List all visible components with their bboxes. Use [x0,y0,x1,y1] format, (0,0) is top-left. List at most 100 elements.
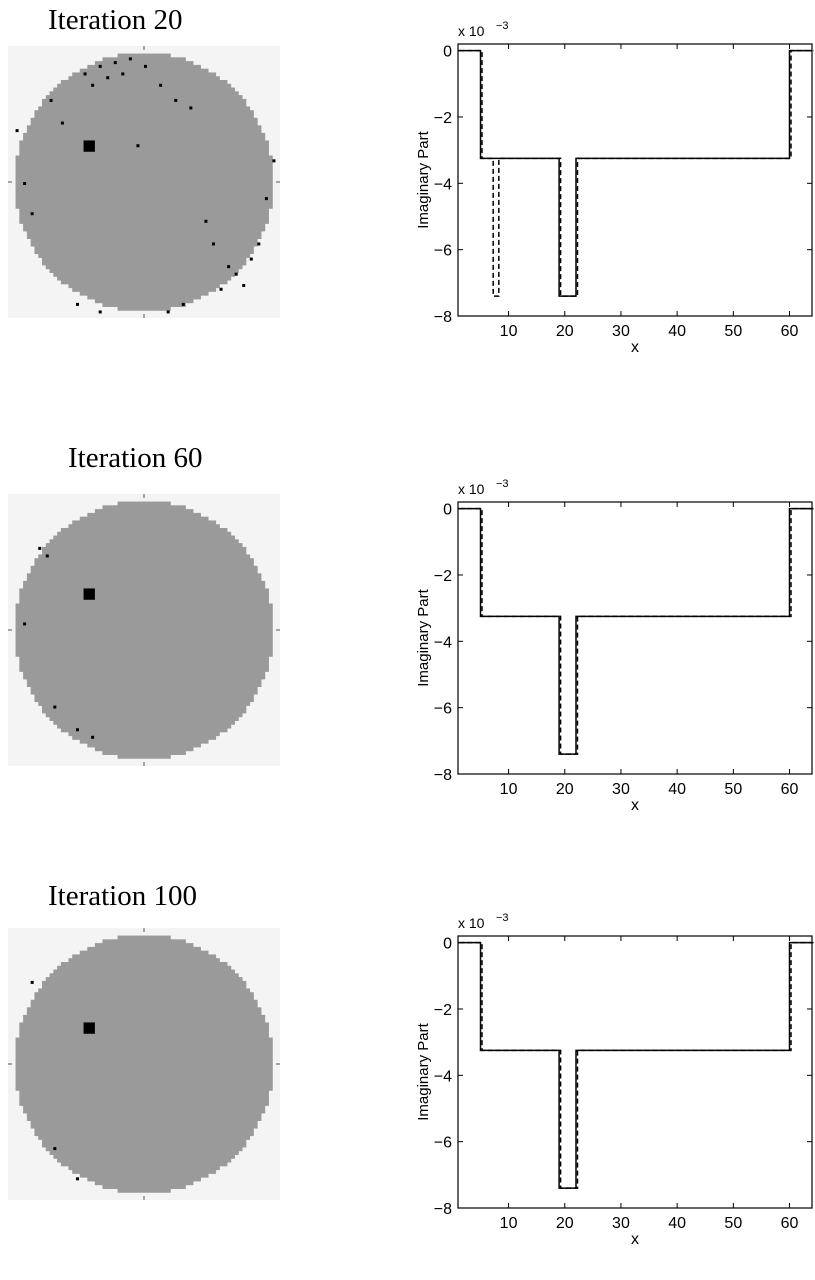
defect-pixel [242,284,246,287]
y-tick-label: −2 [434,568,452,585]
panel-iteration-60: Iteration 60 10 20 30 40 50 60 0 −2 −4 −6 −8 x Imagi… [0,430,815,850]
defect-pixel [212,242,215,246]
y-tick-label: 0 [443,44,452,61]
disk [15,935,273,1193]
y-axis-label: Imaginary Part [415,130,432,228]
x-tick-label: 50 [724,323,742,340]
defect-pixel [53,705,57,709]
x-tick-label: 40 [668,323,686,340]
defect-pixel [113,61,117,65]
defect-pixel [30,212,34,216]
x-tick-label: 40 [668,781,686,798]
y-tick-label: −6 [434,1135,452,1152]
y-tick-label: −8 [434,309,452,326]
defect-pixel [83,72,87,76]
defect-pixel [249,257,253,261]
y-tick-label: −2 [434,110,452,127]
y-tick-label: −6 [434,701,452,718]
defect-pixel [23,622,27,626]
y-tick-label: −4 [434,634,452,651]
defect-pixel [204,219,208,223]
imaginary-part-plot: 10 20 30 40 50 60 0 −2 −4 −6 −8 x Imaginary Part x 10… [415,20,814,356]
plot-frame [457,935,813,1209]
defect-pixel [272,159,276,163]
defect-pixel [159,83,163,87]
panel-title: Iteration 20 [48,4,183,36]
y-exponent-label: x 10 [458,23,485,39]
x-tick-label: 20 [556,323,574,340]
defect-pixel [166,310,170,314]
x-axis-label: x [631,1231,639,1248]
defect-pixel [45,554,49,558]
defect-pixel [91,83,95,87]
y-tick-label: 0 [443,936,452,953]
plot-frame [457,501,813,775]
defect-pixel [136,144,140,148]
y-tick-label: −2 [434,1002,452,1019]
y-exponent-power: −3 [496,20,509,32]
defect-pixel [257,242,261,246]
y-exponent-power: −3 [496,912,509,924]
y-tick-label: −8 [434,767,452,784]
defect-pixel [264,197,268,201]
y-axis-label: Imaginary Part [415,588,432,686]
panel-iteration-20: Iteration 20 10 20 30 40 50 60 0 −2 −4 −6 −8 x Imagi… [0,0,815,420]
defect-pixel [189,106,193,110]
defect-pixel [53,1147,57,1151]
x-tick-label: 50 [724,1215,742,1232]
x-axis-label: x [631,339,639,356]
y-tick-label: −4 [434,176,452,193]
x-tick-label: 20 [556,781,574,798]
x-tick-label: 10 [500,323,518,340]
panel-title: Iteration 60 [68,442,203,474]
y-axis-label: Imaginary Part [415,1022,432,1120]
defect-pixel [98,310,102,314]
defect-pixel [144,64,147,68]
inclusion-square [83,588,95,600]
defect-pixel [121,72,125,76]
x-axis-label: x [631,797,639,814]
x-tick-label: 60 [781,1215,799,1232]
y-exponent-power: −3 [496,478,509,490]
panel-iteration-100: Iteration 100 10 20 30 40 50 60 0 −2 −4 −6 −8 x Imag… [0,860,815,1280]
x-tick-label: 10 [500,781,518,798]
x-tick-label: 20 [556,1215,574,1232]
defect-pixel [15,129,19,133]
defect-pixel [76,1177,79,1181]
y-exponent-label: x 10 [458,915,485,931]
x-tick-label: 30 [612,323,630,340]
x-tick-label: 60 [781,323,799,340]
disk [15,53,273,311]
defect-pixel [23,182,27,185]
defect-pixel [106,76,110,80]
y-tick-label: −6 [434,243,452,260]
defect-pixel [60,121,64,125]
imaginary-part-plot: 10 20 30 40 50 60 0 −2 −4 −6 −8 x Imaginary Part x 10… [415,478,814,814]
series-line-dashed [459,49,814,297]
defect-pixel [76,728,79,732]
disk [15,501,273,759]
x-tick-label: 30 [612,781,630,798]
series-line-dashed [459,507,814,755]
defect-pixel [219,287,223,291]
plot-frame [457,43,813,317]
x-tick-label: 30 [612,1215,630,1232]
defect-pixel [38,546,42,550]
x-tick-label: 10 [500,1215,518,1232]
defect-pixel [174,98,178,102]
defect-pixel [181,302,185,306]
defect-pixel [227,265,231,269]
defect-pixel [76,302,79,306]
y-tick-label: −8 [434,1201,452,1218]
y-tick-label: 0 [443,502,452,519]
x-tick-label: 40 [668,1215,686,1232]
reconstruction-image [8,494,280,766]
defect-pixel [98,64,102,68]
series-line-dashed [459,941,814,1189]
x-tick-label: 60 [781,781,799,798]
y-tick-label: −4 [434,1068,452,1085]
defect-pixel [128,57,132,61]
inclusion-square [83,140,95,152]
defect-pixel [234,272,238,276]
x-tick-label: 50 [724,781,742,798]
